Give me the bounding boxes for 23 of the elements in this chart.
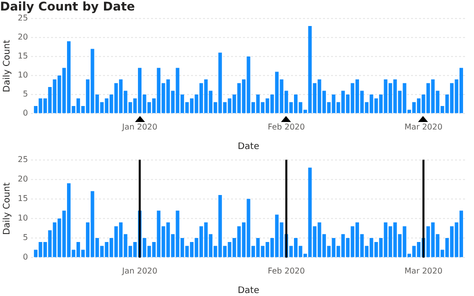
chart-title: Daily Count by Date [0, 0, 135, 14]
y-tick-label: 15 [18, 52, 28, 61]
y-tick-label: 10 [18, 70, 28, 80]
x-tick-label: Mar 2020 [404, 122, 442, 132]
y-tick-label: 25 [18, 13, 28, 22]
x-tick-label: Jan 2020 [121, 266, 158, 276]
y-tick-label: 0 [22, 252, 28, 262]
y-tick-label: 15 [18, 194, 28, 203]
y-tick-label: 25 [18, 154, 28, 164]
x-tick-label: Jan 2020 [121, 122, 158, 132]
y-tick-label: 10 [18, 214, 28, 223]
x-tick-label: Feb 2020 [268, 266, 305, 276]
y-axis-title: Daily Count [2, 39, 13, 92]
y-axis-title: Daily Count [2, 182, 13, 235]
x-axis-title: Date [238, 286, 260, 296]
x-tick-label: Mar 2020 [404, 266, 442, 276]
x-tick-label: Feb 2020 [268, 122, 305, 132]
y-tick-label: 20 [18, 32, 28, 42]
y-tick-label: 20 [18, 174, 28, 184]
y-tick-label: 5 [22, 90, 28, 99]
y-tick-label: 5 [22, 233, 28, 242]
x-axis-title: Date [238, 142, 260, 152]
y-tick-label: 0 [22, 108, 28, 118]
